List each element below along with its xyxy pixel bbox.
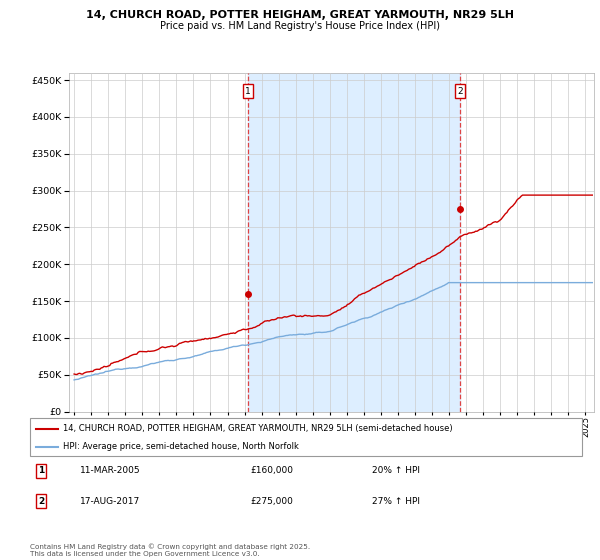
Text: 20% ↑ HPI: 20% ↑ HPI <box>372 466 420 475</box>
Text: 1: 1 <box>245 87 251 96</box>
Text: 2: 2 <box>38 497 44 506</box>
Text: 17-AUG-2017: 17-AUG-2017 <box>80 497 140 506</box>
Text: 11-MAR-2005: 11-MAR-2005 <box>80 466 140 475</box>
Text: Price paid vs. HM Land Registry's House Price Index (HPI): Price paid vs. HM Land Registry's House … <box>160 21 440 31</box>
Text: Contains HM Land Registry data © Crown copyright and database right 2025.
This d: Contains HM Land Registry data © Crown c… <box>30 544 310 557</box>
Text: 14, CHURCH ROAD, POTTER HEIGHAM, GREAT YARMOUTH, NR29 5LH: 14, CHURCH ROAD, POTTER HEIGHAM, GREAT Y… <box>86 10 514 20</box>
Text: 1: 1 <box>38 466 44 475</box>
Text: 2: 2 <box>457 87 463 96</box>
Bar <box>248 73 460 412</box>
Text: HPI: Average price, semi-detached house, North Norfolk: HPI: Average price, semi-detached house,… <box>63 442 299 451</box>
Text: £275,000: £275,000 <box>251 497 293 506</box>
Text: £160,000: £160,000 <box>251 466 294 475</box>
Text: 14, CHURCH ROAD, POTTER HEIGHAM, GREAT YARMOUTH, NR29 5LH (semi-detached house): 14, CHURCH ROAD, POTTER HEIGHAM, GREAT Y… <box>63 424 453 433</box>
Text: 27% ↑ HPI: 27% ↑ HPI <box>372 497 420 506</box>
